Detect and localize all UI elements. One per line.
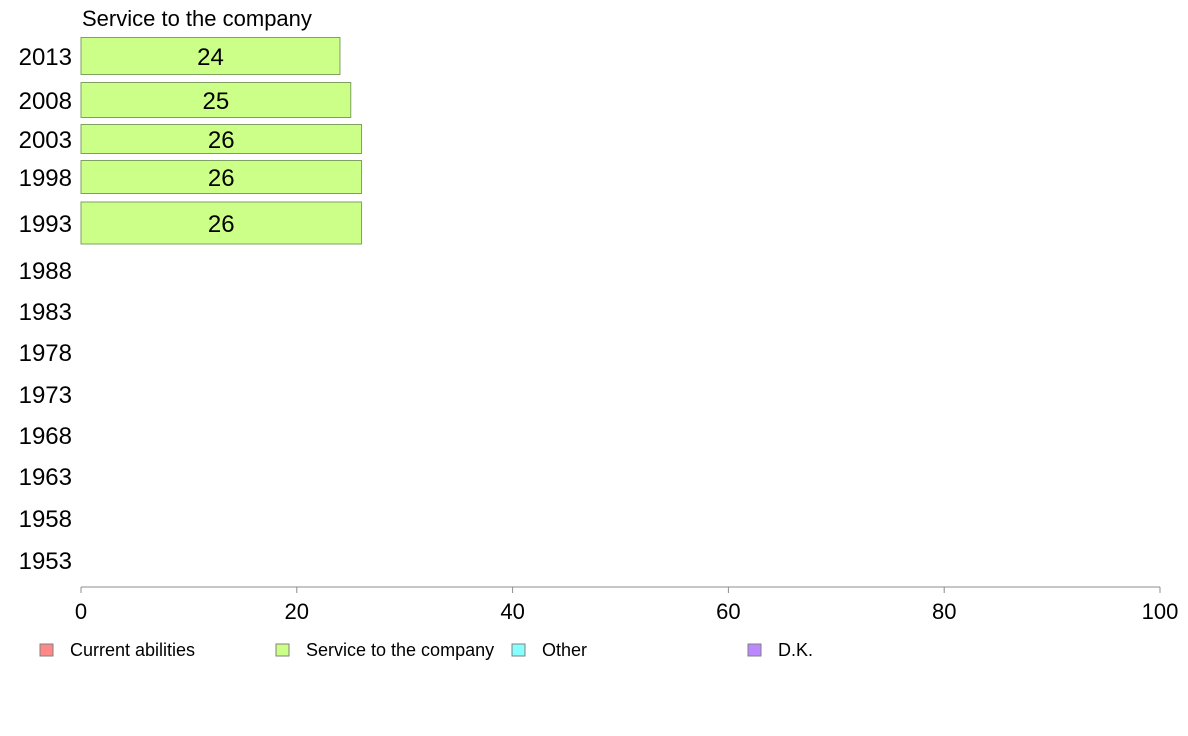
bar-value-label-1993: 26 xyxy=(208,211,235,238)
category-label-2003: 2003 xyxy=(19,127,72,154)
x-tick-label-20: 20 xyxy=(285,599,309,624)
legend-label-other: Other xyxy=(542,640,587,660)
bar-2013 xyxy=(80,37,341,75)
legend-swatch-d-k xyxy=(747,643,762,657)
bar-value-label-2013: 24 xyxy=(197,44,224,71)
category-label-1958: 1958 xyxy=(19,506,72,533)
bar-value-label-1998: 26 xyxy=(208,165,235,192)
legend-swatch-service-to-the-company xyxy=(275,643,290,657)
bar-1993 xyxy=(80,201,363,245)
bar-value-label-2008: 25 xyxy=(203,88,230,115)
x-tick-label-100: 100 xyxy=(1142,599,1179,624)
x-axis: 0 20 40 60 80 100 xyxy=(75,586,1179,624)
legend-swatch-current-abilities xyxy=(39,643,54,657)
category-label-1993: 1993 xyxy=(19,211,72,238)
series-title: Service to the company xyxy=(82,6,312,31)
legend-label-d-k: D.K. xyxy=(778,640,813,660)
legend-label-service-to-the-company: Service to the company xyxy=(306,640,494,660)
category-label-1973: 1973 xyxy=(19,382,72,409)
category-labels: 2013 2008 2003 1998 1993 1988 1983 1978 1973 1968… xyxy=(19,44,72,575)
x-tick-label-80: 80 xyxy=(932,599,956,624)
x-tick-label-60: 60 xyxy=(716,599,740,624)
category-label-1968: 1968 xyxy=(19,423,72,450)
legend-swatch-other xyxy=(511,643,526,657)
category-label-1963: 1963 xyxy=(19,464,72,491)
bar-2003 xyxy=(80,124,363,154)
bars-layer: 24 25 26 26 26 xyxy=(80,37,363,245)
category-label-1953: 1953 xyxy=(19,548,72,575)
bar-value-label-2003: 26 xyxy=(208,127,235,154)
category-label-1988: 1988 xyxy=(19,258,72,285)
legend: Current abilities Service to the company O… xyxy=(39,640,813,660)
category-label-1998: 1998 xyxy=(19,165,72,192)
bar-1998 xyxy=(80,160,363,194)
legend-label-current-abilities: Current abilities xyxy=(70,640,195,660)
category-label-2013: 2013 xyxy=(19,44,72,71)
category-label-1978: 1978 xyxy=(19,340,72,367)
bar-2008 xyxy=(80,82,352,118)
category-label-2008: 2008 xyxy=(19,88,72,115)
x-tick-label-40: 40 xyxy=(500,599,524,624)
category-label-1983: 1983 xyxy=(19,299,72,326)
x-tick-label-0: 0 xyxy=(75,599,87,624)
